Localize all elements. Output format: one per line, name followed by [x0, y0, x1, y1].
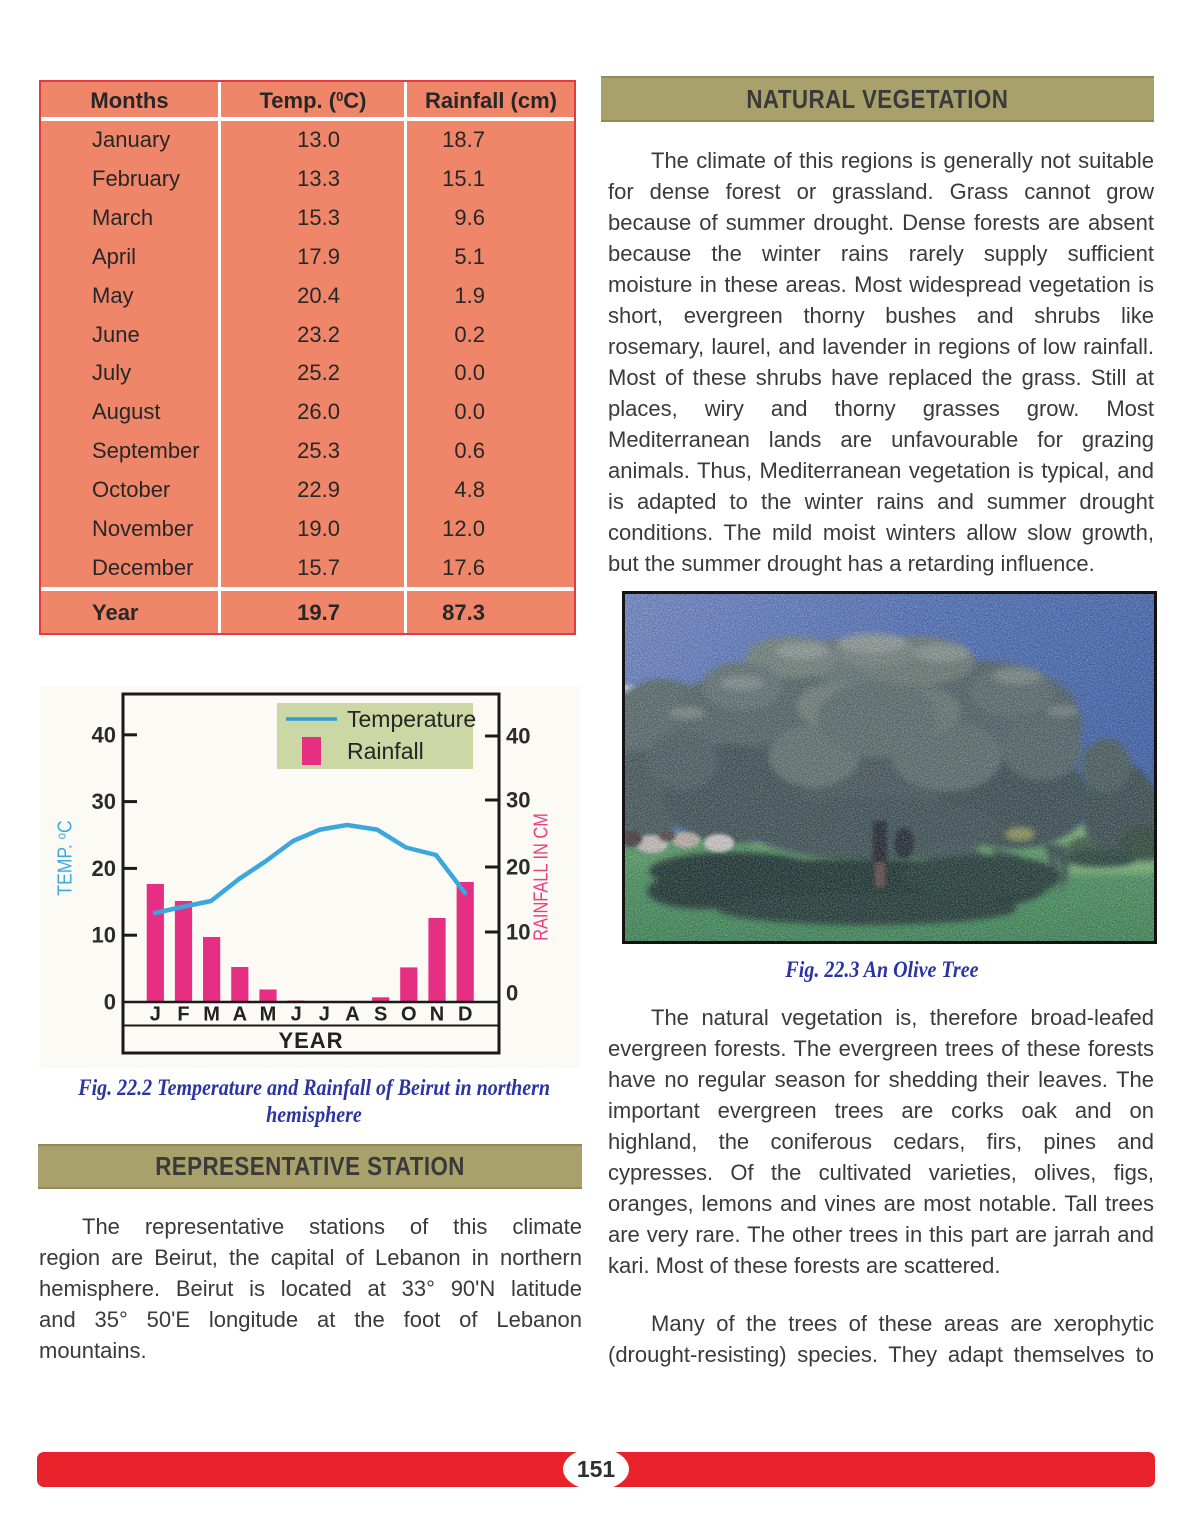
svg-text:J: J [319, 1004, 330, 1026]
svg-text:RAINFALL IN CM: RAINFALL IN CM [529, 813, 552, 941]
svg-text:0: 0 [506, 981, 518, 1006]
svg-text:TEMP. oC: TEMP. oC [53, 820, 75, 895]
svg-text:A: A [233, 1004, 247, 1026]
svg-text:20: 20 [92, 856, 116, 881]
svg-text:30: 30 [92, 789, 116, 814]
svg-text:M: M [203, 1004, 220, 1026]
svg-text:J: J [291, 1004, 302, 1026]
svg-text:20: 20 [506, 855, 530, 880]
svg-text:J: J [150, 1004, 161, 1026]
svg-text:0: 0 [104, 990, 116, 1015]
svg-text:F: F [177, 1004, 189, 1026]
svg-text:30: 30 [506, 788, 530, 813]
svg-text:40: 40 [506, 724, 530, 749]
svg-text:40: 40 [92, 722, 116, 747]
svg-text:Temperature: Temperature [347, 706, 476, 732]
svg-text:N: N [430, 1004, 444, 1026]
svg-text:S: S [374, 1004, 387, 1026]
svg-text:10: 10 [506, 920, 530, 945]
svg-text:O: O [401, 1004, 417, 1026]
svg-text:10: 10 [92, 923, 116, 948]
svg-text:Rainfall: Rainfall [347, 738, 424, 764]
svg-text:M: M [260, 1004, 277, 1026]
svg-text:D: D [458, 1004, 472, 1026]
svg-text:A: A [345, 1004, 359, 1026]
svg-text:YEAR: YEAR [278, 1028, 343, 1053]
